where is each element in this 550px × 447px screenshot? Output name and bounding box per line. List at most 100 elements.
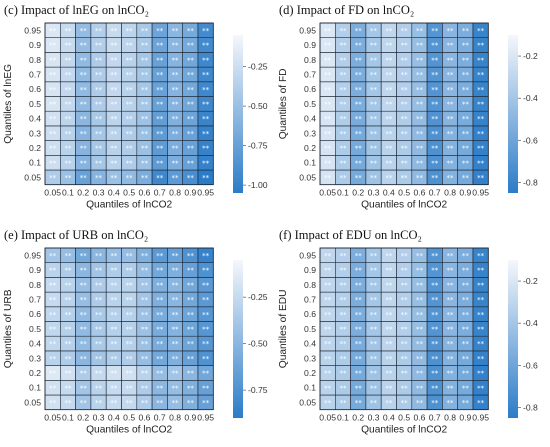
y-tick-label: 0.9 — [304, 40, 316, 50]
cell-label: ** — [156, 174, 164, 182]
cell-label: ** — [141, 267, 149, 275]
cell-label: ** — [477, 145, 485, 153]
cell-label: ** — [462, 355, 470, 363]
x-tick-label: 0.1 — [62, 188, 74, 198]
x-tick-label: 0.3 — [368, 188, 380, 198]
cell-label: ** — [156, 71, 164, 79]
cell-label: ** — [172, 355, 180, 363]
cell-label: ** — [202, 71, 210, 79]
colorbar-tick-label: -0.25 — [248, 62, 268, 72]
y-tick-label: 0.6 — [304, 84, 316, 94]
cell-label: ** — [64, 56, 72, 64]
cell-label: ** — [477, 130, 485, 138]
cell-label: ** — [141, 130, 149, 138]
cell-label: ** — [156, 130, 164, 138]
cell-label: ** — [49, 281, 57, 289]
cell-label: ** — [172, 267, 180, 275]
cell-label: ** — [126, 311, 134, 319]
cell-label: ** — [462, 159, 470, 167]
cell-label: ** — [49, 159, 57, 167]
cell-label: ** — [64, 42, 72, 50]
colorbar-tick-label: -0.8 — [523, 177, 538, 187]
cell-label: ** — [431, 399, 439, 407]
cell-label: ** — [355, 355, 363, 363]
cell-label: ** — [339, 115, 347, 123]
y-tick-label: 0.5 — [29, 99, 41, 109]
cell-label: ** — [187, 281, 195, 289]
cell-label: ** — [462, 115, 470, 123]
cell-label: ** — [401, 325, 409, 333]
cell-label: ** — [324, 100, 332, 108]
cell-label: ** — [339, 296, 347, 304]
cell-label: ** — [126, 56, 134, 64]
cell-label: ** — [172, 325, 180, 333]
heatmap-panel-4: (f) Impact of EDU on lnCO₂ ** ** ** ** ** ** **… — [278, 228, 538, 436]
cell-label: ** — [202, 100, 210, 108]
cell-label: ** — [431, 252, 439, 260]
cell-label: ** — [355, 130, 363, 138]
cell-label: ** — [462, 86, 470, 94]
cell-label: ** — [156, 311, 164, 319]
cell-label: ** — [172, 399, 180, 407]
x-tick-label: 0.9 — [184, 188, 196, 198]
cell-label: ** — [385, 145, 393, 153]
cell-label: ** — [324, 86, 332, 94]
cell-label: ** — [202, 27, 210, 35]
cell-label: ** — [416, 42, 424, 50]
x-tick-label: 0.3 — [93, 188, 105, 198]
cell-label: ** — [126, 340, 134, 348]
cell-label: ** — [324, 174, 332, 182]
cell-label: ** — [385, 281, 393, 289]
cell-label: ** — [324, 340, 332, 348]
x-tick-label: 0.7 — [154, 188, 166, 198]
cell-label: ** — [110, 27, 118, 35]
cell-label: ** — [324, 115, 332, 123]
y-axis-label: Quantiles of FD — [278, 68, 289, 139]
cell-label: ** — [324, 42, 332, 50]
cell-label: ** — [156, 100, 164, 108]
colorbar-tick-label: -0.4 — [523, 318, 538, 328]
cell-label: ** — [64, 296, 72, 304]
cell-label: ** — [80, 145, 88, 153]
cell-label: ** — [370, 281, 378, 289]
cell-label: ** — [64, 267, 72, 275]
cell-label: ** — [416, 252, 424, 260]
cell-label: ** — [80, 27, 88, 35]
cell-label: ** — [202, 340, 210, 348]
cell-label: ** — [141, 384, 149, 392]
panel-title: (c) Impact of lnEG on lnCO₂ — [4, 3, 149, 17]
cell-label: ** — [462, 311, 470, 319]
cell-label: ** — [172, 71, 180, 79]
cell-label: ** — [385, 252, 393, 260]
cell-label: ** — [355, 267, 363, 275]
grid-border — [44, 247, 214, 411]
cell-label: ** — [187, 56, 195, 64]
cell-label: ** — [447, 86, 455, 94]
cell-label: ** — [156, 370, 164, 378]
cell-label: ** — [172, 340, 180, 348]
cell-label: ** — [110, 325, 118, 333]
cell-label: ** — [431, 86, 439, 94]
cell-label: ** — [49, 296, 57, 304]
colorbar-tick-label: -0.4 — [523, 93, 538, 103]
cell-label: ** — [110, 340, 118, 348]
cell-label: ** — [431, 325, 439, 333]
cell-label: ** — [370, 355, 378, 363]
cell-label: ** — [370, 145, 378, 153]
cell-label: ** — [462, 27, 470, 35]
cell-label: ** — [416, 355, 424, 363]
cell-label: ** — [126, 159, 134, 167]
cell-label: ** — [64, 340, 72, 348]
cell-label: ** — [324, 370, 332, 378]
cell-label: ** — [80, 71, 88, 79]
cell-label: ** — [156, 399, 164, 407]
cell-label: ** — [187, 27, 195, 35]
cell-label: ** — [126, 86, 134, 94]
cell-label: ** — [80, 100, 88, 108]
cell-label: ** — [95, 174, 103, 182]
cell-label: ** — [187, 86, 195, 94]
cell-label: ** — [156, 384, 164, 392]
x-tick-label: 0.95 — [197, 413, 214, 423]
cell-label: ** — [462, 296, 470, 304]
